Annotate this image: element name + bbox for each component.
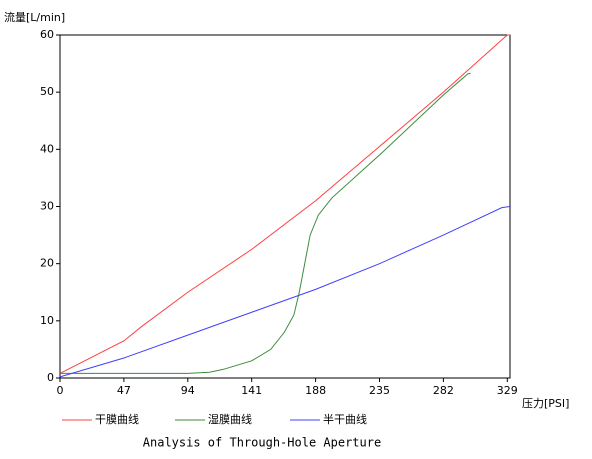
y-tick-label: 30	[40, 200, 54, 213]
x-tick-label: 282	[433, 384, 454, 397]
x-tick-label: 0	[57, 384, 64, 397]
legend-label: 干膜曲线	[95, 412, 139, 426]
x-tick-label: 141	[241, 384, 262, 397]
x-tick-label: 94	[181, 384, 195, 397]
x-tick-label: 235	[369, 384, 390, 397]
y-tick-label: 10	[40, 314, 54, 327]
plot-frame	[59, 34, 511, 379]
legend-label: 半干曲线	[323, 412, 367, 426]
y-tick-label: 0	[47, 371, 54, 384]
series-line	[60, 72, 471, 374]
x-tick-label: 47	[117, 384, 131, 397]
x-axis-label: 压力[PSI]	[522, 397, 569, 410]
series-line	[59, 34, 510, 374]
y-tick-label: 60	[40, 28, 54, 41]
y-tick-label: 40	[40, 142, 54, 155]
legend-label: 湿膜曲线	[208, 412, 252, 426]
y-tick-label: 20	[40, 257, 54, 270]
y-tick-label: 50	[40, 85, 54, 98]
x-tick-label: 188	[305, 384, 326, 397]
series-line	[59, 206, 511, 378]
x-tick-label: 329	[497, 384, 518, 397]
y-axis-label: 流量[L/min]	[4, 10, 65, 24]
chart-title: Analysis of Through-Hole Aperture	[143, 436, 381, 450]
